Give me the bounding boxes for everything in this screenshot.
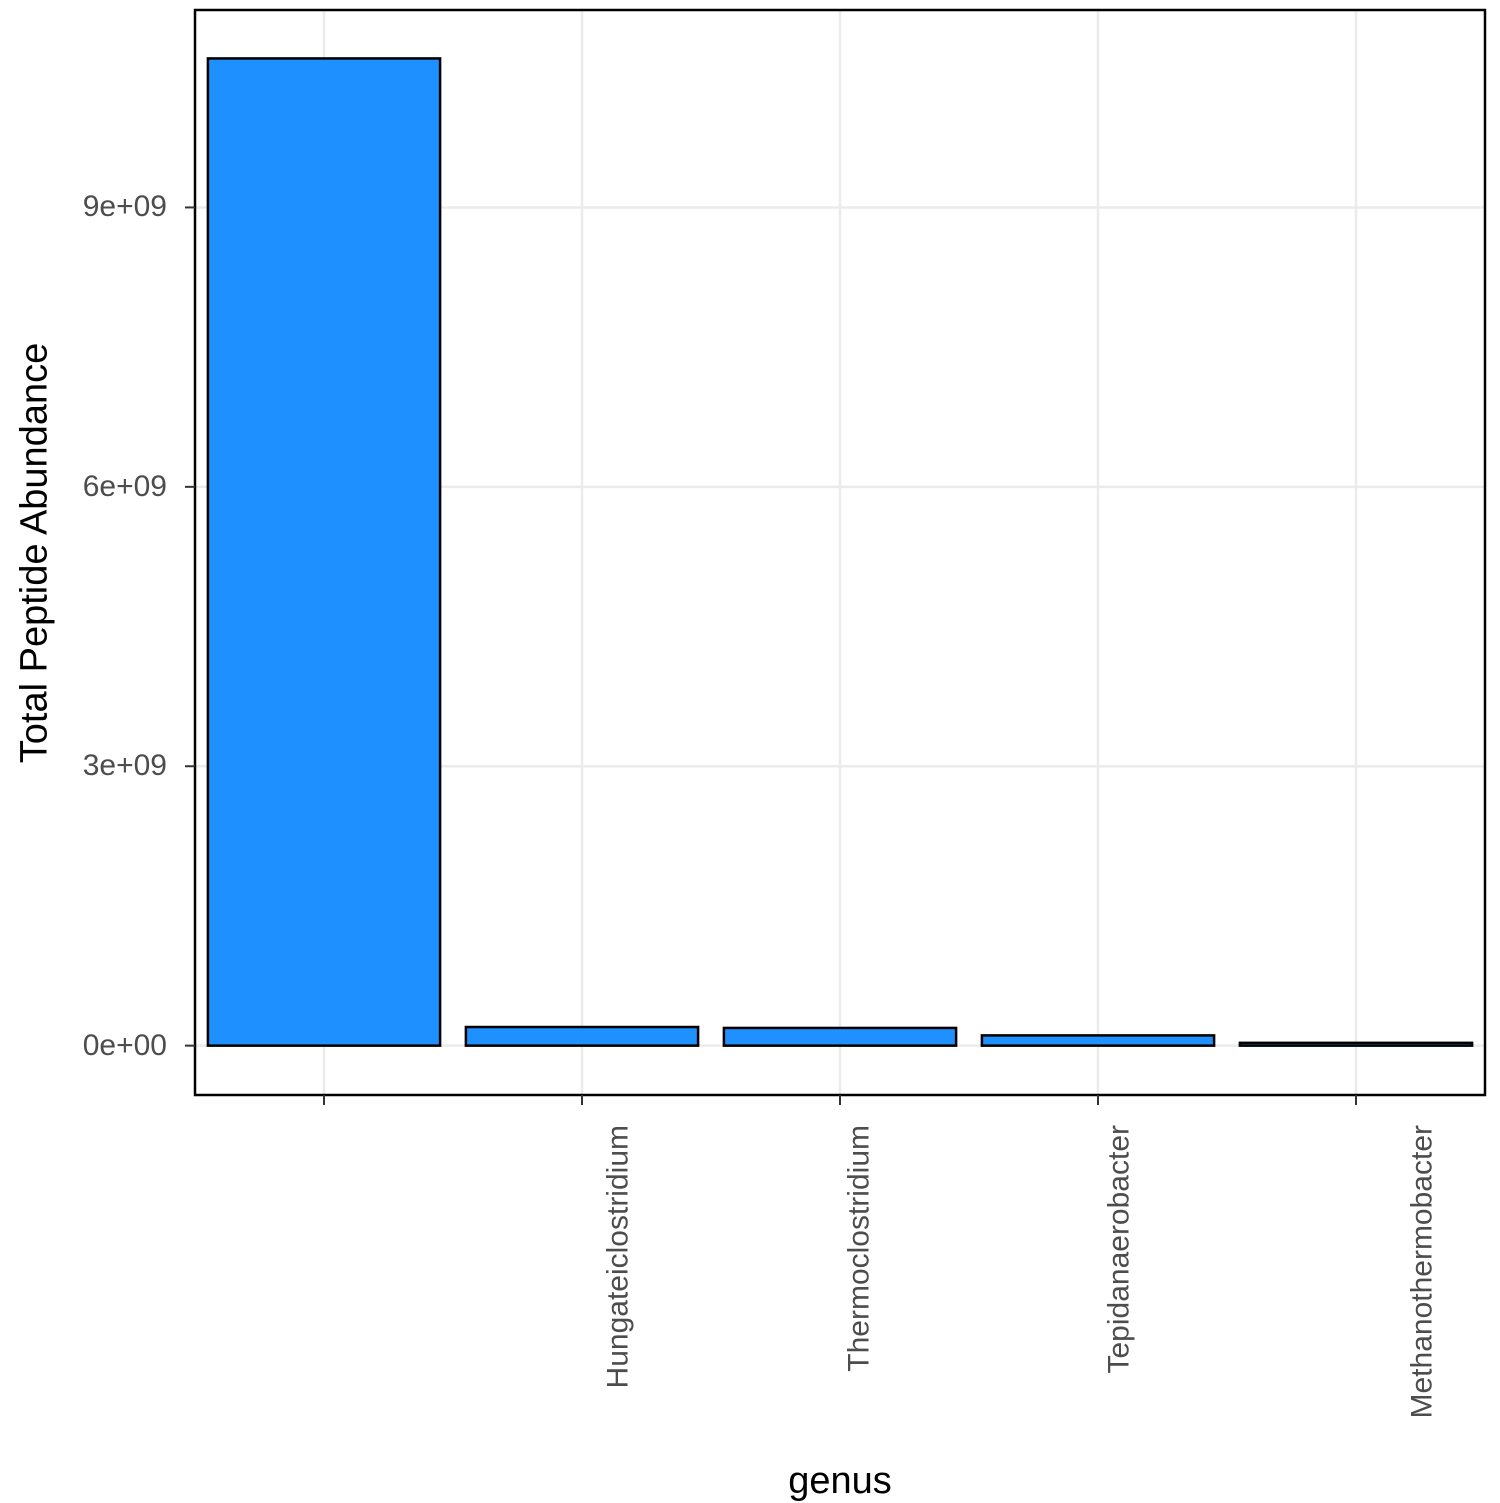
y-tick-label: 3e+09 <box>83 749 167 783</box>
bar <box>466 1027 698 1046</box>
y-tick-label: 0e+00 <box>83 1029 167 1063</box>
y-axis-title: Total Peptide Abundance <box>14 342 57 762</box>
x-tick-label: Tepidanaerobacter <box>1102 1125 1136 1374</box>
chart-svg <box>0 0 1500 1500</box>
x-axis-title: genus <box>788 1460 892 1503</box>
bar <box>724 1028 956 1046</box>
x-tick-label: Thermoclostridium <box>842 1125 876 1372</box>
bar <box>208 58 440 1045</box>
y-tick-label: 6e+09 <box>83 470 167 504</box>
bar <box>1240 1043 1472 1046</box>
bar-chart: Total Peptide Abundance genus 0e+00 3e+09… <box>0 0 1500 1500</box>
x-tick-label: Methanothermobacter <box>1405 1125 1439 1419</box>
x-tick-label: Hungateiclostridium <box>601 1125 635 1388</box>
bar <box>982 1035 1214 1045</box>
y-tick-label: 9e+09 <box>83 190 167 224</box>
